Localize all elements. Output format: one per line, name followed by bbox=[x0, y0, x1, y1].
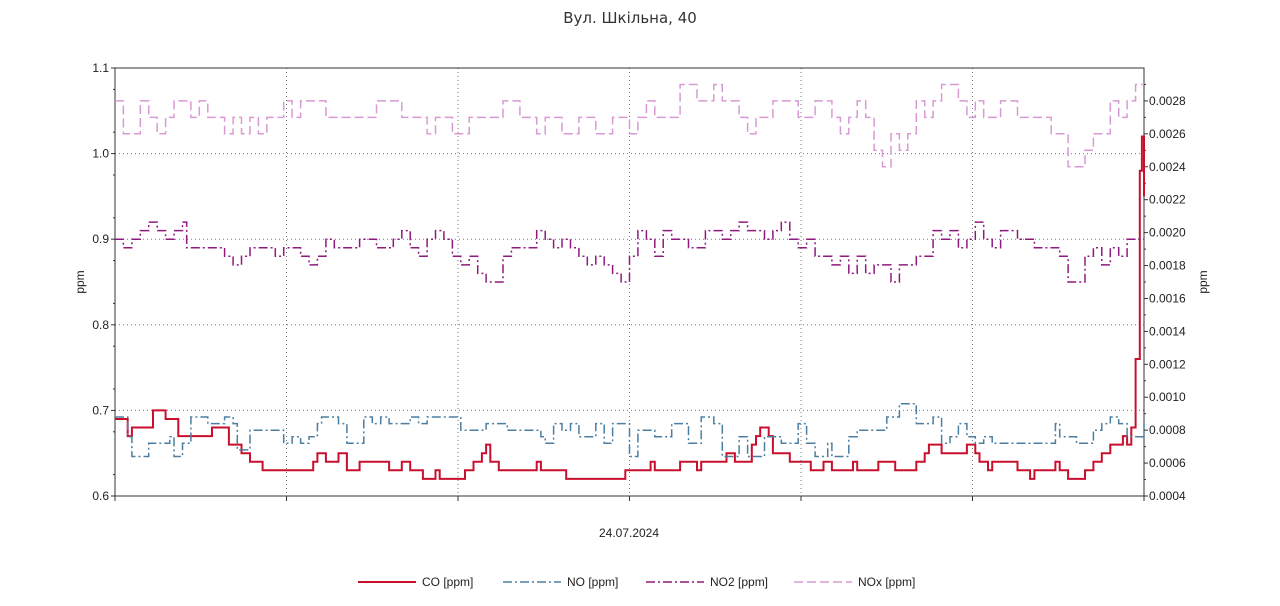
series-line-co bbox=[115, 135, 1145, 480]
right-tick-label: 0.0004 bbox=[1149, 489, 1186, 503]
series-line-no bbox=[115, 403, 1145, 458]
left-tick-label: 1.0 bbox=[92, 147, 109, 161]
right-tick-label: 0.0018 bbox=[1149, 259, 1186, 273]
right-y-axis-label: ppm bbox=[1196, 270, 1210, 293]
chart-title: Вул. Шкільна, 40 bbox=[563, 9, 697, 27]
x-axis-label: 24.07.2024 bbox=[599, 526, 659, 540]
left-y-axis: 0.6 0.7 0.8 0.9 1.0 1.1 bbox=[92, 61, 115, 503]
right-tick-label: 0.0006 bbox=[1149, 456, 1186, 470]
right-tick-label: 0.0026 bbox=[1149, 127, 1186, 141]
legend-label: NOx [ppm] bbox=[858, 575, 915, 589]
right-tick-label: 0.0010 bbox=[1149, 390, 1186, 404]
right-tick-label: 0.0024 bbox=[1149, 160, 1186, 174]
left-tick-label: 0.6 bbox=[92, 489, 109, 503]
series-line-no2 bbox=[115, 221, 1144, 283]
legend-label: CO [ppm] bbox=[422, 575, 473, 589]
legend: CO [ppm] NO [ppm] NO2 [ppm] NOx [ppm] bbox=[358, 575, 915, 589]
legend-label: NO2 [ppm] bbox=[710, 575, 768, 589]
left-tick-label: 0.9 bbox=[92, 232, 109, 246]
series-lines bbox=[115, 83, 1145, 480]
left-tick-label: 0.7 bbox=[92, 403, 109, 417]
right-tick-label: 0.0028 bbox=[1149, 94, 1186, 108]
legend-label: NO [ppm] bbox=[567, 575, 618, 589]
left-y-axis-label: ppm bbox=[73, 270, 87, 293]
left-tick-label: 1.1 bbox=[92, 61, 109, 75]
left-tick-label: 0.8 bbox=[92, 318, 109, 332]
right-tick-label: 0.0020 bbox=[1149, 226, 1186, 240]
right-tick-label: 0.0014 bbox=[1149, 324, 1186, 338]
series-line-nox bbox=[115, 83, 1144, 168]
right-tick-label: 0.0016 bbox=[1149, 291, 1186, 305]
right-tick-label: 0.0012 bbox=[1149, 357, 1186, 371]
right-tick-label: 0.0022 bbox=[1149, 193, 1186, 207]
x-axis bbox=[114, 496, 1145, 501]
right-tick-label: 0.0008 bbox=[1149, 423, 1186, 437]
right-y-axis: 0.0004 0.0006 0.0008 0.0010 0.0012 0.0014 0.00… bbox=[1144, 83, 1186, 503]
